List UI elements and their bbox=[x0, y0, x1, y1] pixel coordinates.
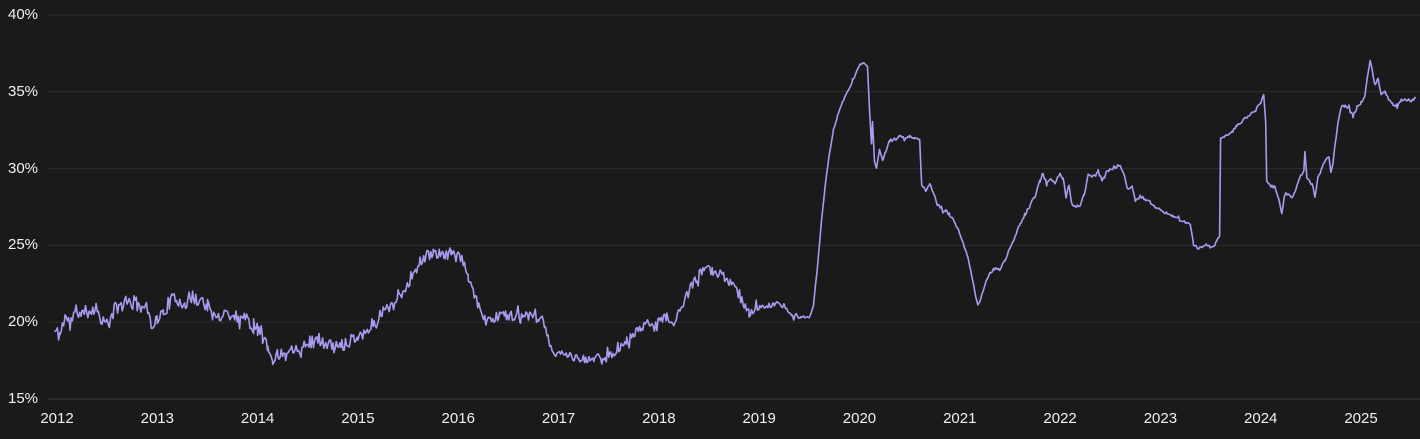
x-tick-2019: 2019 bbox=[742, 410, 776, 427]
y-tick-25: 25% bbox=[8, 236, 39, 254]
x-tick-2023: 2023 bbox=[1143, 410, 1178, 427]
x-tick-2016: 2016 bbox=[441, 410, 475, 427]
y-tick-40: 40% bbox=[8, 6, 39, 24]
y-tick-15: 15% bbox=[8, 390, 39, 408]
x-tick-2020: 2020 bbox=[842, 410, 877, 427]
x-tick-2017: 2017 bbox=[541, 410, 576, 427]
y-tick-20: 20% bbox=[8, 313, 39, 331]
x-tick-2018: 2018 bbox=[642, 410, 676, 427]
y-tick-35: 35% bbox=[8, 82, 39, 100]
x-tick-2014: 2014 bbox=[240, 410, 275, 427]
x-tick-2021: 2021 bbox=[943, 410, 977, 427]
x-tick-2025: 2025 bbox=[1344, 410, 1378, 427]
x-tick-2022: 2022 bbox=[1043, 410, 1077, 427]
y-tick-30: 30% bbox=[8, 159, 39, 177]
x-tick-2012: 2012 bbox=[40, 410, 74, 427]
series-percentage-share[interactable] bbox=[54, 59, 1416, 366]
x-tick-2013: 2013 bbox=[140, 410, 174, 427]
x-tick-2024: 2024 bbox=[1244, 410, 1278, 427]
x-tick-2015: 2015 bbox=[341, 410, 375, 427]
